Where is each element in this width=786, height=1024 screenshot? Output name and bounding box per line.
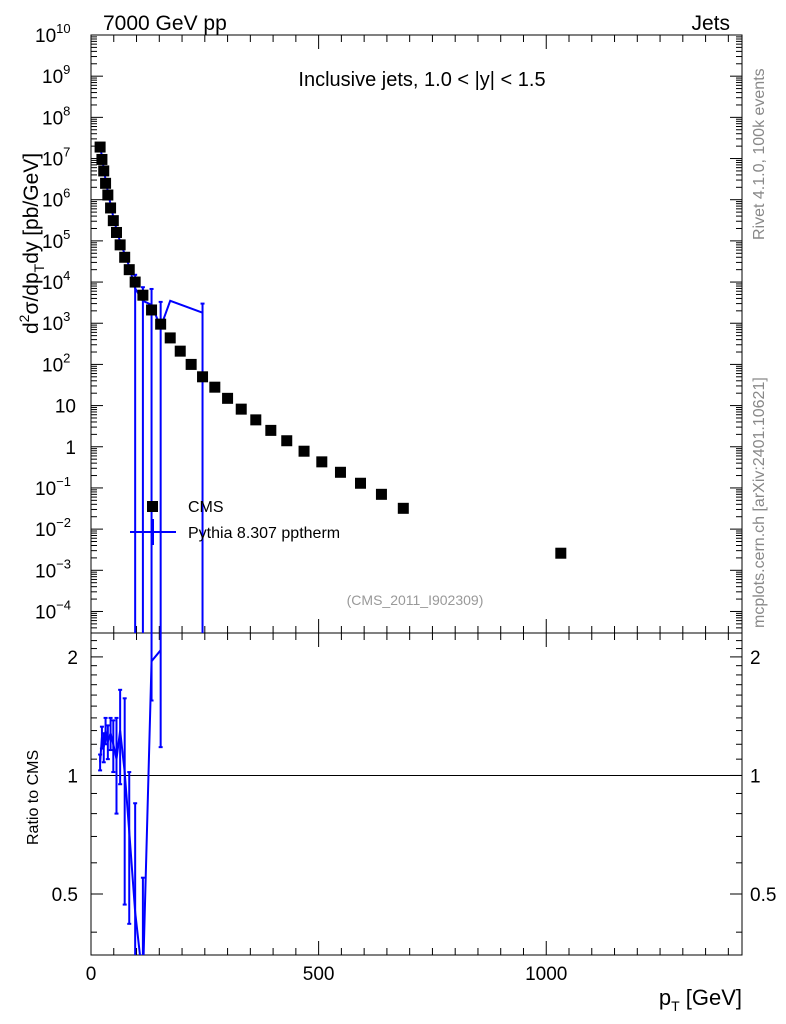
cms-point [123, 264, 135, 276]
main-y-tick-label: 104 [42, 268, 70, 294]
ratio-y-axis-label: Ratio to CMS [25, 750, 42, 845]
x-tick-label: 500 [303, 964, 335, 985]
cms-point [105, 202, 117, 214]
cms-point [250, 414, 262, 426]
legend-label-pythia: Pythia 8.307 pptherm [188, 525, 340, 542]
ratio-y-tick-label: 0.5 [52, 885, 78, 906]
main-y-tick-label: 10 [55, 397, 76, 418]
header-right: Jets [691, 12, 730, 35]
cms-point [298, 445, 310, 457]
x-tick-label: 0 [86, 964, 97, 985]
cms-point [100, 177, 112, 189]
cms-point [129, 276, 141, 288]
cms-point [235, 403, 247, 415]
cms-point [555, 547, 567, 559]
main-y-ticks: 101010910810710610510410310210110−110−21… [35, 21, 742, 634]
cms-point [281, 435, 293, 447]
cms-point [334, 466, 346, 478]
cms-point [197, 371, 209, 383]
side-label-top: Rivet 4.1.0, 100k events [751, 68, 768, 240]
cms-point [355, 477, 367, 489]
legend: CMS Pythia 8.307 pptherm [130, 499, 340, 545]
main-y-tick-label: 10−1 [35, 474, 71, 500]
main-y-axis-label: d2σ/dpTdy [pb/GeV] [16, 153, 47, 334]
main-y-tick-label: 103 [42, 309, 70, 335]
main-y-tick-label: 1010 [35, 21, 71, 47]
cms-point [209, 381, 221, 393]
cms-point [102, 189, 114, 201]
ratio-series [98, 633, 163, 955]
main-y-tick-label: 10−2 [35, 515, 71, 541]
main-y-tick-label: 1 [65, 438, 76, 459]
cms-point [137, 289, 149, 301]
cms-point [265, 424, 277, 436]
side-label-bottom: mcplots.cern.ch [arXiv:2401.10621] [751, 377, 768, 628]
ratio-y-tick-label: 2 [67, 648, 78, 669]
cms-point [185, 358, 197, 370]
cms-point [119, 251, 131, 263]
main-y-tick-label: 10−4 [35, 597, 71, 623]
ratio-y-tick-label-right: 0.5 [750, 885, 776, 906]
legend-label-cms: CMS [188, 499, 224, 516]
main-series [94, 141, 567, 633]
cms-point [146, 304, 158, 316]
cms-point [96, 153, 108, 165]
cms-point [375, 488, 387, 500]
cms-point [316, 456, 328, 468]
main-y-tick-label: 106 [42, 186, 70, 212]
cms-point [174, 345, 186, 357]
x-tick-label: 1000 [525, 964, 567, 985]
cms-point [164, 332, 176, 344]
cms-point [155, 318, 167, 330]
main-y-tick-label: 102 [42, 350, 70, 376]
cms-point [110, 226, 122, 238]
main-plot-frame [90, 34, 743, 634]
main-y-tick-label: 109 [42, 62, 70, 88]
ratio-plot-frame [90, 632, 743, 956]
legend-marker-cms [147, 501, 158, 512]
header-left: 7000 GeV pp [103, 12, 227, 35]
cms-point [98, 165, 110, 177]
main-title: Inclusive jets, 1.0 < |y| < 1.5 [298, 69, 545, 91]
main-y-tick-label: 108 [42, 103, 70, 129]
main-y-tick-label: 107 [42, 145, 70, 171]
main-y-tick-label: 105 [42, 227, 70, 253]
cms-point [114, 239, 126, 251]
main-x-ticks: 0 500 1000 [86, 35, 729, 985]
analysis-label: (CMS_2011_I902309) [347, 592, 484, 608]
cms-point [222, 392, 234, 404]
main-y-tick-label: 10−3 [35, 556, 71, 582]
x-axis-label: pT [GeV] [659, 985, 742, 1014]
ratio-y-tick-label-right: 1 [750, 766, 761, 787]
cms-point [107, 215, 119, 227]
ratio-y-tick-label: 1 [67, 766, 78, 787]
ratio-ticks: 0.5 0.5 1 1 2 2 [52, 640, 776, 933]
ratio-y-tick-label-right: 2 [750, 648, 761, 669]
cms-point [397, 502, 409, 514]
cms-point [94, 141, 106, 153]
